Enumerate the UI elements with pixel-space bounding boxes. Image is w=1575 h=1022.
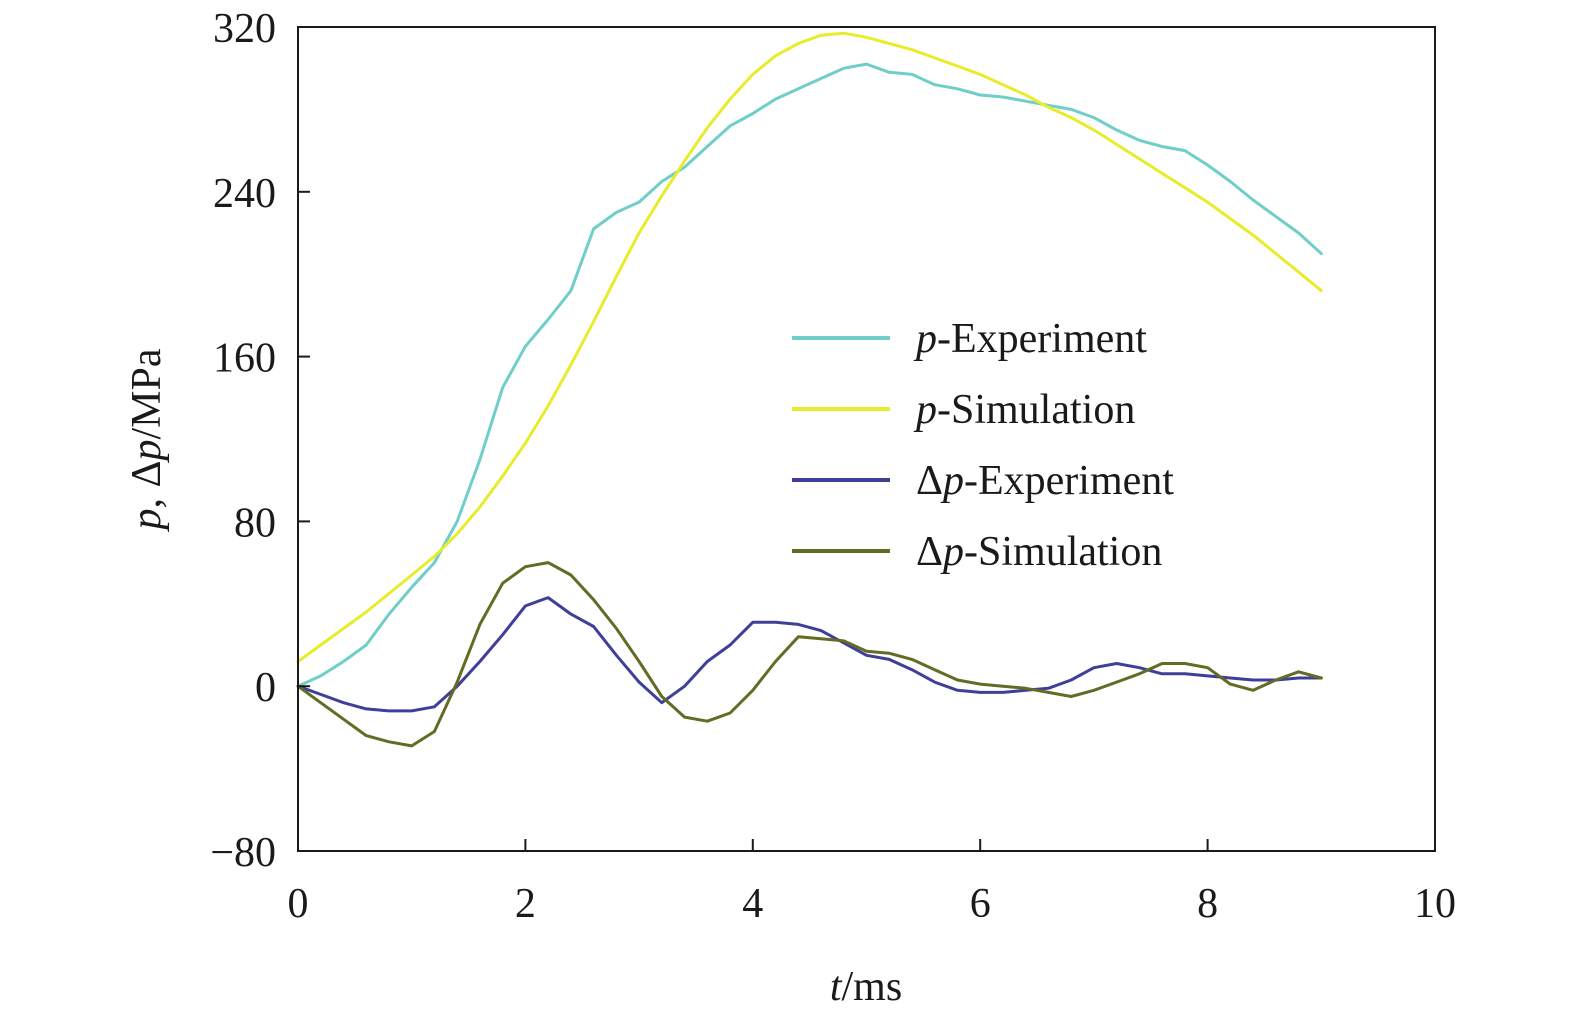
plot-marks (296, 31, 1323, 748)
series-line-2 (296, 31, 1323, 663)
x-tick-label: 8 (1197, 881, 1218, 927)
x-axis-label-unit: /ms (841, 964, 902, 1010)
y-axis: −80 0 80 160 240 320 (210, 6, 310, 876)
series-line-4 (296, 561, 1323, 748)
legend-label: Δp-Simulation (916, 529, 1162, 575)
legend-label: p-Simulation (913, 387, 1135, 433)
legend-label-var: p (940, 458, 964, 504)
legend-label-var: p (940, 529, 964, 575)
legend-label-var: p (913, 316, 937, 362)
y-axis-label-sep: , Δ (124, 461, 170, 509)
legend-label: p-Experiment (913, 316, 1147, 362)
y-axis-label: p, Δp/MPa (124, 348, 170, 532)
y-tick-label: 320 (213, 6, 276, 52)
plot-frame (297, 26, 1436, 852)
legend-label-prefix: Δ (916, 458, 943, 504)
y-axis-label-var-1: p (124, 509, 170, 533)
x-tick-label: 2 (515, 881, 536, 927)
x-axis: 0 2 4 6 8 10 (288, 839, 1456, 927)
legend-label-suffix: -Experiment (937, 316, 1147, 362)
legend-label-suffix: -Simulation (964, 529, 1162, 575)
legend-label: Δp-Experiment (916, 458, 1174, 504)
legend: p-Experimentp-SimulationΔp-ExperimentΔp-… (792, 316, 1174, 575)
x-tick-label: 0 (288, 881, 309, 927)
legend-label-suffix: -Simulation (937, 387, 1135, 433)
x-tick-label: 6 (970, 881, 991, 927)
y-tick-label: 80 (234, 500, 276, 546)
y-tick-label: −80 (210, 830, 276, 876)
y-axis-label-unit: /MPa (124, 348, 170, 439)
x-tick-label: 4 (742, 881, 763, 927)
y-tick-label: 240 (213, 171, 276, 217)
series-line-3 (296, 596, 1323, 713)
legend-label-suffix: -Experiment (964, 458, 1174, 504)
series-line-1 (296, 62, 1323, 688)
y-axis-label-var-2: p (124, 440, 170, 464)
x-axis-label: t/ms (830, 964, 902, 1010)
y-tick-label: 0 (255, 665, 276, 711)
legend-label-var: p (913, 387, 937, 433)
y-tick-label: 160 (213, 336, 276, 382)
legend-label-prefix: Δ (916, 529, 943, 575)
x-tick-label: 10 (1414, 881, 1456, 927)
x-axis-label-var: t (830, 964, 843, 1010)
